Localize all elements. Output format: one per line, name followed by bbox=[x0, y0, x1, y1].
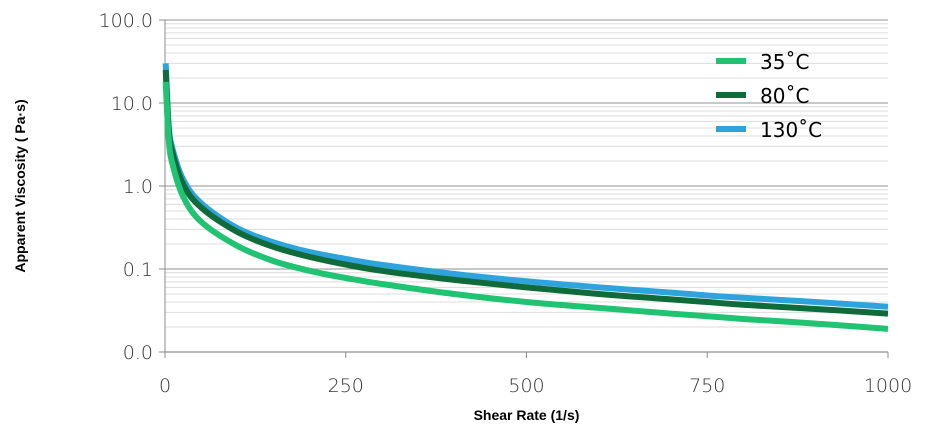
y-tick-label: 1.0 bbox=[123, 176, 153, 198]
legend: 35˚C 80˚C 130˚C bbox=[716, 50, 822, 142]
x-tick-label: 0 bbox=[159, 375, 171, 397]
y-tick-label: 100.0 bbox=[99, 10, 153, 32]
grid-lines bbox=[165, 19, 888, 353]
x-tick-label: 250 bbox=[328, 375, 364, 397]
y-tick-labels: 0.0 0.1 1.0 10.0 100.0 bbox=[99, 10, 153, 364]
series-lines bbox=[162, 63, 889, 332]
x-tick-label: 1000 bbox=[864, 375, 912, 397]
x-axis-title: Shear Rate (1/s) bbox=[474, 407, 580, 423]
x-tick-label: 750 bbox=[689, 375, 725, 397]
y-tick-label: 0.0 bbox=[123, 342, 153, 364]
y-tick-label: 10.0 bbox=[111, 93, 153, 115]
series-line-1 bbox=[162, 69, 889, 317]
x-tick-label: 500 bbox=[508, 375, 544, 397]
legend-label-2: 130˚C bbox=[760, 118, 822, 142]
y-axis-title: Apparent Viscosity ( Pa·s) bbox=[12, 99, 28, 272]
series-line-0 bbox=[162, 81, 889, 332]
legend-label-0: 35˚C bbox=[760, 50, 809, 74]
y-tick-label: 0.1 bbox=[123, 259, 153, 281]
legend-label-1: 80˚C bbox=[760, 84, 809, 108]
x-tick-labels: 0 250 500 750 1000 bbox=[159, 375, 912, 397]
